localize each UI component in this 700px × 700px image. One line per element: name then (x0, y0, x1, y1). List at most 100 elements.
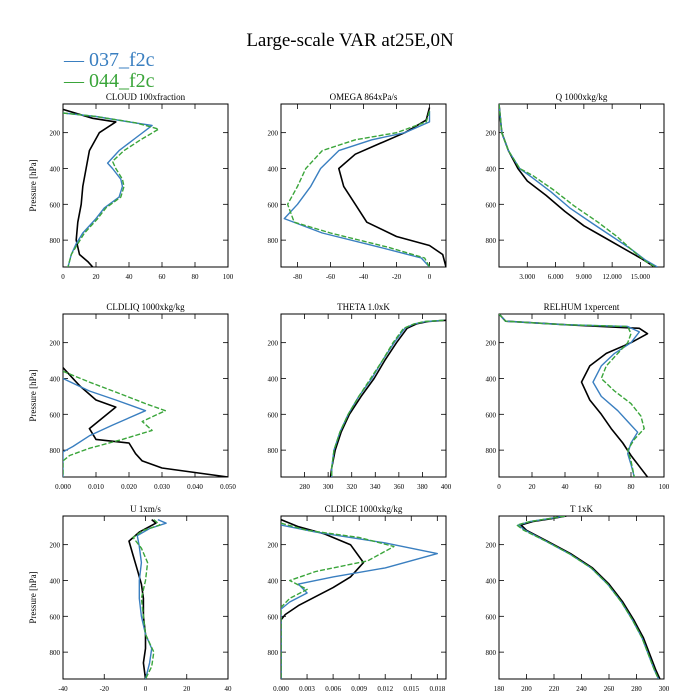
x-tick-label: 100 (223, 273, 234, 281)
x-tick-label: 0.009 (351, 685, 367, 693)
y-tick-label: 800 (486, 237, 497, 245)
y-tick-label: 400 (486, 577, 497, 585)
legend-item-037: — 037_f2c (64, 50, 155, 71)
panel-title: RELHUM 1xpercent (544, 302, 620, 312)
series-line-green (499, 104, 656, 267)
y-tick-label: 200 (486, 542, 497, 550)
x-tick-label: 20 (529, 483, 537, 491)
x-tick-label: -80 (293, 273, 303, 281)
x-tick-label: 200 (521, 685, 532, 693)
x-tick-label: 260 (604, 685, 615, 693)
legend-dash: — (64, 70, 84, 92)
plot-frame (62, 515, 229, 680)
chart-panel: THETA 1.0xK 280 300 320 340 360 380 400 200 400 60… (268, 302, 452, 491)
x-tick-label: -20 (100, 685, 110, 693)
y-tick-label: 400 (50, 165, 61, 173)
y-tick-label: 400 (486, 375, 497, 383)
x-tick-label: 60 (159, 273, 167, 281)
y-tick-label: 600 (268, 201, 279, 209)
x-tick-label: 0.012 (377, 685, 393, 693)
series-line-green (499, 314, 645, 477)
x-tick-label: 15.000 (631, 273, 651, 281)
series-line-black (499, 314, 649, 477)
x-tick-label: 360 (394, 483, 405, 491)
x-tick-label: 220 (549, 685, 560, 693)
legend: — 037_f2c — 044_f2c (64, 50, 155, 92)
x-tick-label: 340 (370, 483, 381, 491)
x-tick-label: 0.040 (187, 483, 203, 491)
y-tick-label: 600 (268, 411, 279, 419)
x-tick-label: 0.020 (121, 483, 137, 491)
plot-frame (62, 103, 229, 268)
series-line-black (63, 108, 117, 267)
y-tick-label: 600 (50, 201, 61, 209)
y-tick-label: 200 (268, 340, 279, 348)
series-line-black (281, 518, 365, 679)
series-line-black (520, 516, 661, 679)
y-axis-label: Pressure [hPa] (28, 369, 38, 421)
series-line-blue (517, 516, 660, 679)
series-line-blue (281, 524, 438, 679)
y-tick-label: 200 (268, 542, 279, 550)
panel-title: U 1xm/s (130, 504, 161, 514)
series-line-green (331, 319, 444, 477)
x-tick-label: 0 (497, 483, 501, 491)
panel-title: Q 1000xkg/kg (556, 92, 608, 102)
y-tick-label: 200 (486, 130, 497, 138)
panel-title: CLDICE 1000xkg/kg (325, 504, 403, 514)
plot-frame (498, 103, 665, 268)
series-line-green (63, 370, 166, 477)
x-tick-label: 280 (299, 483, 310, 491)
y-tick-label: 200 (50, 130, 61, 138)
x-tick-label: 0.030 (154, 483, 170, 491)
series-line-blue (63, 377, 147, 477)
series-line-green (281, 522, 395, 679)
legend-item-044: — 044_f2c (64, 71, 155, 92)
x-tick-label: -60 (326, 273, 336, 281)
panel-title: CLDLIQ 1000xkg/kg (106, 302, 185, 312)
series-line-blue (136, 518, 167, 679)
x-tick-label: 320 (346, 483, 357, 491)
y-tick-label: 400 (268, 165, 279, 173)
series-line-black (329, 319, 446, 477)
y-tick-label: 800 (50, 237, 61, 245)
x-tick-label: 0.006 (325, 685, 341, 693)
panel-title: THETA 1.0xK (337, 302, 390, 312)
x-tick-label: 3.000 (519, 273, 535, 281)
x-tick-label: 300 (323, 483, 334, 491)
y-tick-label: 400 (268, 577, 279, 585)
plot-frame (498, 313, 665, 478)
x-tick-label: 80 (628, 483, 636, 491)
chart-panel: T 1xK 180 200 220 240 260 280 300 200 400 600 800 (486, 504, 670, 693)
x-tick-label: 300 (659, 685, 670, 693)
x-tick-label: 0 (428, 273, 432, 281)
x-tick-label: 6.000 (548, 273, 564, 281)
y-tick-label: 400 (486, 165, 497, 173)
x-tick-label: 40 (225, 685, 233, 693)
series-line-black (128, 518, 157, 679)
panel-title: CLOUD 100xfraction (106, 92, 186, 102)
chart-panel: CLDICE 1000xkg/kg 0.000 0.003 0.006 0.009 0.0… (268, 504, 447, 693)
y-tick-label: 200 (268, 130, 279, 138)
x-tick-label: 0.015 (403, 685, 419, 693)
x-tick-label: 0 (61, 273, 65, 281)
chart-panel: Q 1000xkg/kg 3.000 6.000 9.000 12.000 15.000 2… (486, 92, 665, 281)
x-tick-label: 80 (192, 273, 200, 281)
chart-panel: OMEGA 864xPa/s -80 -60 -40 -20 0 200 400 600 800 (268, 92, 447, 281)
x-tick-label: 0.000 (273, 685, 289, 693)
y-tick-label: 400 (50, 577, 61, 585)
series-line-green (516, 516, 660, 679)
panel-title: T 1xK (570, 504, 594, 514)
plot-frame (62, 313, 229, 478)
y-axis-label: Pressure [hPa] (28, 159, 38, 211)
series-line-green (63, 112, 160, 267)
x-tick-label: 240 (576, 685, 587, 693)
x-tick-label: -20 (392, 273, 402, 281)
y-tick-label: 800 (268, 649, 279, 657)
y-axis-label: Pressure [hPa] (28, 571, 38, 623)
x-tick-label: 100 (659, 483, 670, 491)
x-tick-label: 12.000 (603, 273, 623, 281)
legend-label: 044_f2c (89, 70, 155, 92)
x-tick-label: 280 (631, 685, 642, 693)
x-tick-label: -40 (359, 273, 369, 281)
